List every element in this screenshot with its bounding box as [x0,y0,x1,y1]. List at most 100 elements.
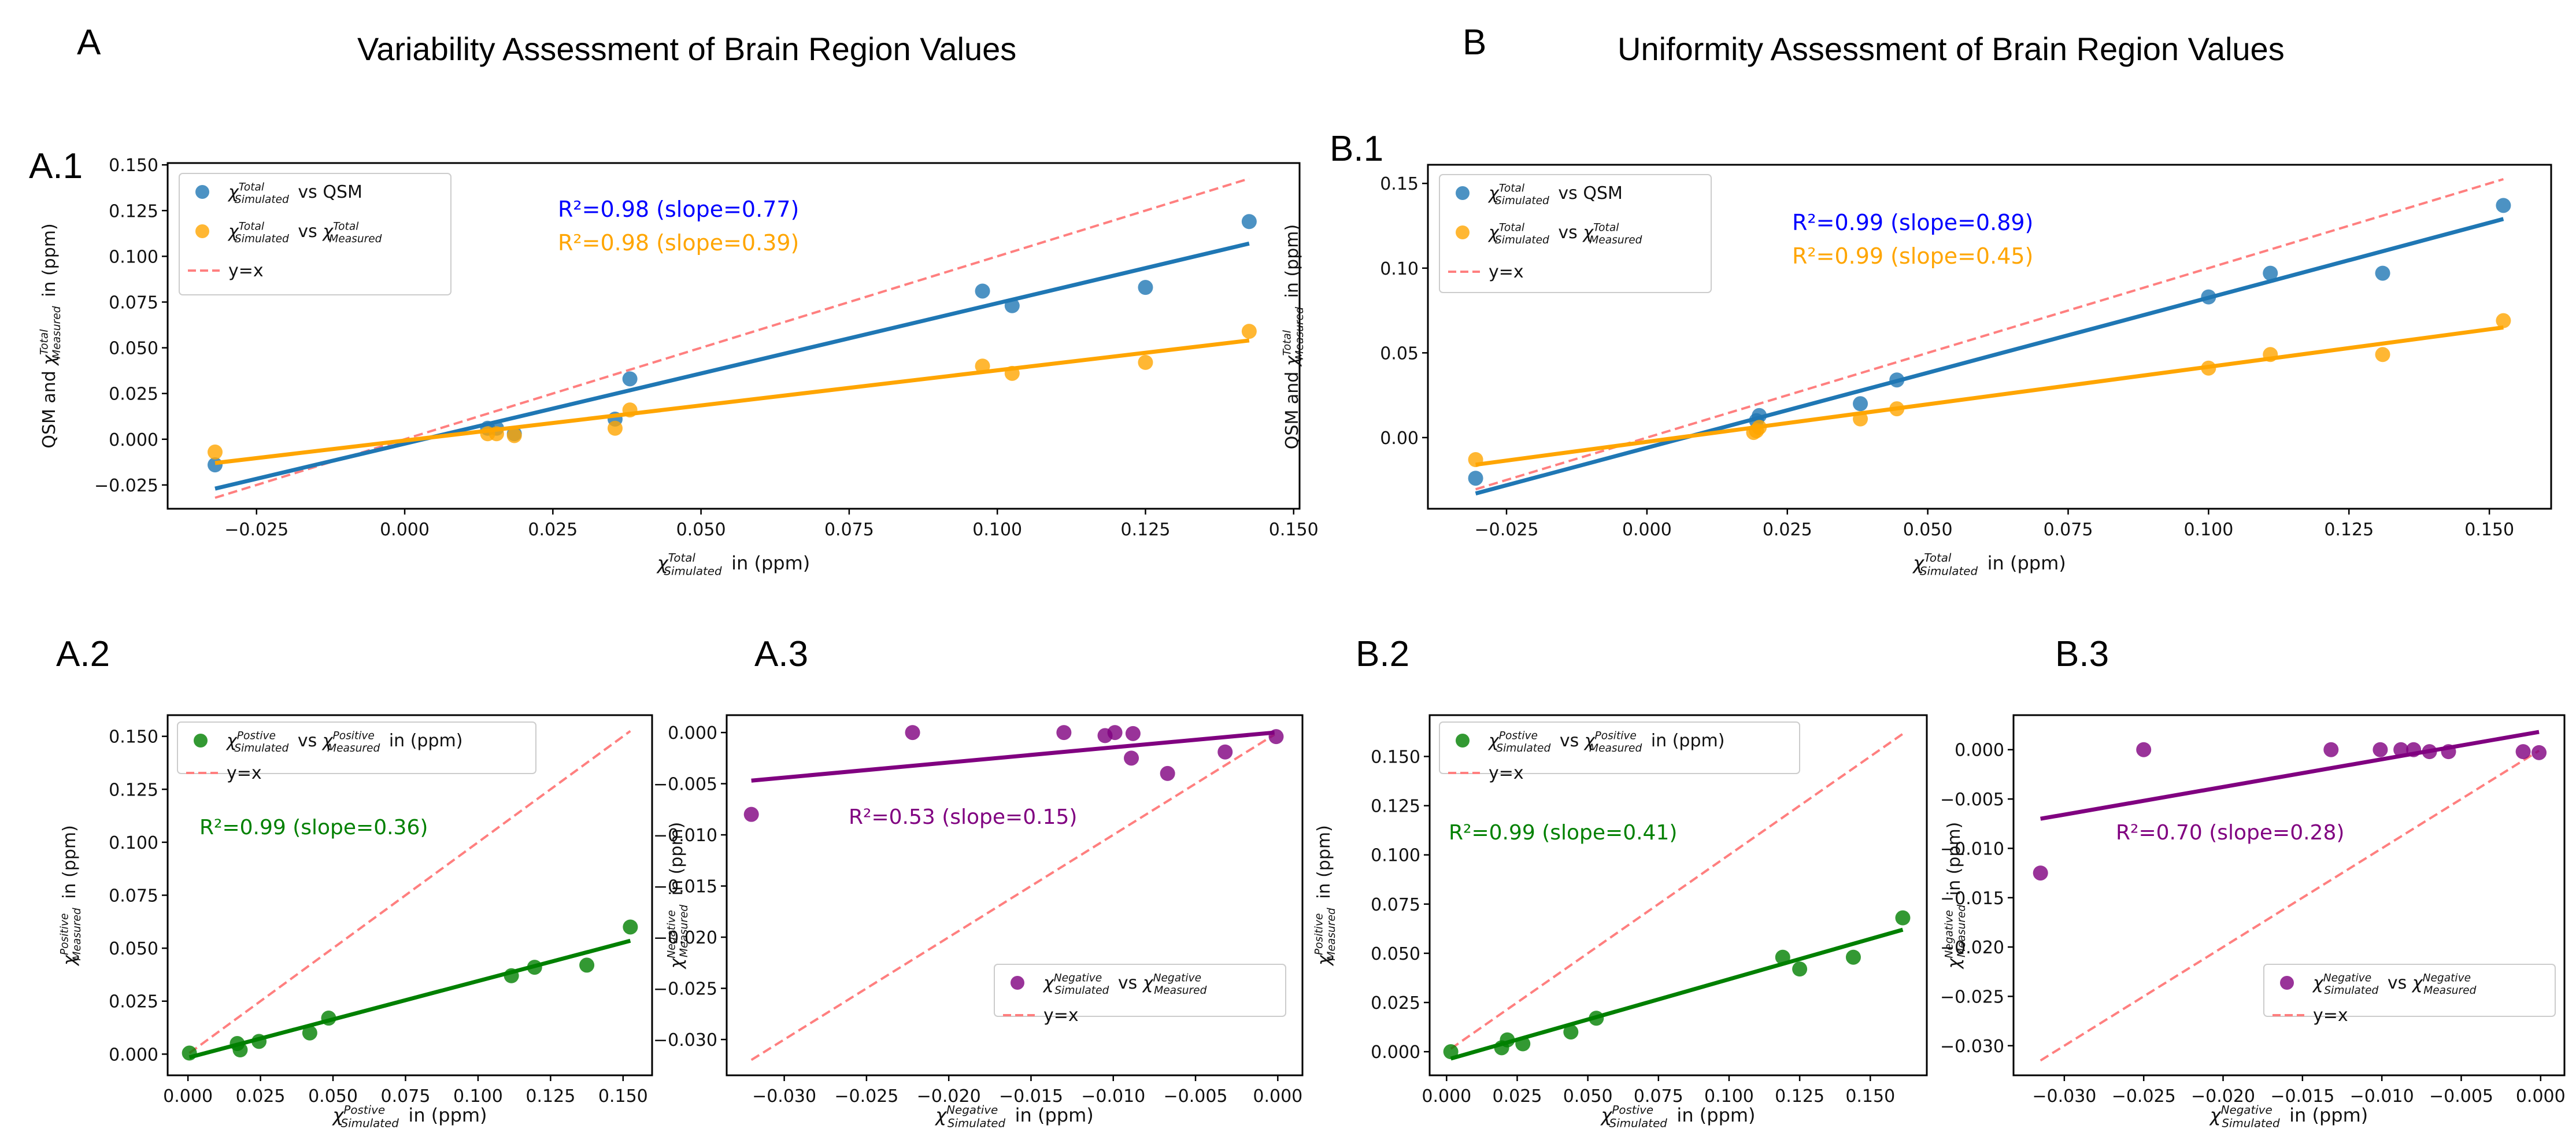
data-point [2393,742,2409,757]
identity-line [1475,177,2504,491]
identity-line [750,733,1275,1061]
y-tick-label: −0.015 [653,877,717,897]
legend-label: χNegative Simulated vs χNegative Measured [1042,972,1210,997]
y-tick-label: 0.025 [1371,993,1420,1013]
legend-marker [1456,225,1470,239]
x-axis-label: χTotal Simulated in (ppm) [656,552,810,578]
data-point [1241,324,1257,339]
data-point [1589,1011,1604,1026]
y-tick-label: 0.150 [109,156,158,176]
x-tick-label: 0.050 [1563,1086,1613,1107]
x-tick-label: 0.075 [824,520,874,540]
data-point [1138,354,1153,370]
panel-label-a2: A.2 [56,634,110,674]
data-point [1752,408,1767,423]
y-tick-label: 0.100 [109,247,158,267]
x-tick-label: −0.025 [834,1086,898,1107]
data-point [2422,744,2437,760]
fit-line [214,241,1250,491]
data-point [2496,313,2511,328]
data-point [2263,265,2278,281]
y-axis-label: χPositiveMeasured in (ppm) [58,825,83,967]
y-tick-label: −0.020 [1940,938,2004,958]
data-point [2201,289,2216,305]
y-tick-label: 0.075 [1371,895,1420,915]
chart-panel-b1: −0.025 0.000 0.025 0.050 0.075 0.100 0.125 0.15… [1281,164,2552,578]
x-tick-label: −0.015 [2270,1086,2334,1107]
fit-line [751,730,1275,783]
data-point [2263,347,2278,362]
fit-annotation: R²=0.53 (slope=0.15) [849,805,1077,829]
data-point [506,428,522,443]
data-point [232,1042,248,1058]
data-point [1500,1032,1515,1048]
data-point [975,358,990,374]
fit-annotation: R²=0.99 (slope=0.45) [1792,243,2033,269]
data-point [2375,265,2390,281]
y-tick-label: −0.025 [1940,987,2004,1007]
data-point [1563,1024,1579,1040]
data-point [1138,280,1153,295]
x-tick-label: 0.000 [1622,520,1672,540]
y-tick-label: −0.025 [653,979,717,1000]
legend-identity-label: y=x [227,763,262,783]
data-point [208,444,223,460]
data-point [1792,961,1808,977]
y-tick-label: 0.125 [109,201,158,221]
data-point [1056,725,1072,741]
data-point [182,1045,197,1061]
data-point [622,371,638,387]
x-tick-label: 0.100 [1704,1086,1754,1107]
x-tick-label: 0.100 [2183,520,2233,540]
section-a-letter: A [77,23,101,62]
legend-marker [1011,976,1024,990]
chart-panel-a2: 0.000 0.025 0.050 0.075 0.100 0.125 0.150 0.000… [58,714,653,1130]
y-tick-label: −0.020 [653,928,717,948]
y-axis-label: χNegativeMeasured in (ppm) [665,822,690,970]
y-tick-label: −0.005 [653,775,717,795]
data-point [607,420,623,436]
y-tick-label: 0.000 [109,430,158,450]
data-point [1443,1044,1459,1060]
data-point [1845,949,1861,965]
fit-line [1475,325,2504,467]
x-tick-label: 0.150 [1269,520,1319,540]
legend-marker [195,185,209,199]
legend-marker [1456,186,1470,200]
chart-panel-a1: −0.025 0.000 0.025 0.050 0.075 0.100 0.125 0.15… [38,156,1318,578]
legend-label: χTotal Simulated vs QSM [227,181,362,206]
y-tick-label: 0.000 [1955,741,2004,761]
y-tick-label: 0.05 [1380,343,1419,364]
x-tick-label: 0.125 [525,1086,575,1107]
x-tick-label: 0.025 [236,1086,286,1107]
y-axis-label: QSM and χTotalMeasured in (ppm) [1281,224,1306,449]
identity-line [2040,749,2540,1062]
data-point [1268,729,1284,745]
fit-annotation: R²=0.70 (slope=0.28) [2116,821,2344,845]
x-tick-label: −0.005 [1164,1086,1228,1107]
y-tick-label: −0.010 [1940,839,2004,859]
y-axis-label: QSM and χTotalMeasured in (ppm) [38,223,63,448]
identity-line [188,730,631,1054]
x-axis-label: χTotal Simulated in (ppm) [1912,552,2066,578]
y-tick-label: −0.010 [653,826,717,846]
x-tick-label: −0.010 [2350,1086,2414,1107]
data-point [1160,765,1175,781]
data-point [2373,742,2388,757]
legend-box [179,173,451,295]
data-point [905,725,920,741]
panel-label-b2: B.2 [1356,634,1410,674]
y-tick-label: 0.075 [109,293,158,313]
data-point [527,960,542,975]
data-point [2406,742,2422,757]
y-tick-label: −0.005 [1940,790,2004,810]
x-tick-label: 0.100 [453,1086,503,1107]
x-tick-label: 0.025 [1763,520,1812,540]
chart-panel-a3: −0.030 −0.025 −0.020 −0.015 −0.010 −0.005 0.00… [653,714,1304,1130]
panel-label-b3: B.3 [2055,634,2109,674]
x-tick-label: −0.010 [1081,1086,1145,1107]
legend-identity-label: y=x [228,261,264,281]
legend-box [1439,722,1800,774]
fit-line [2040,730,2540,821]
